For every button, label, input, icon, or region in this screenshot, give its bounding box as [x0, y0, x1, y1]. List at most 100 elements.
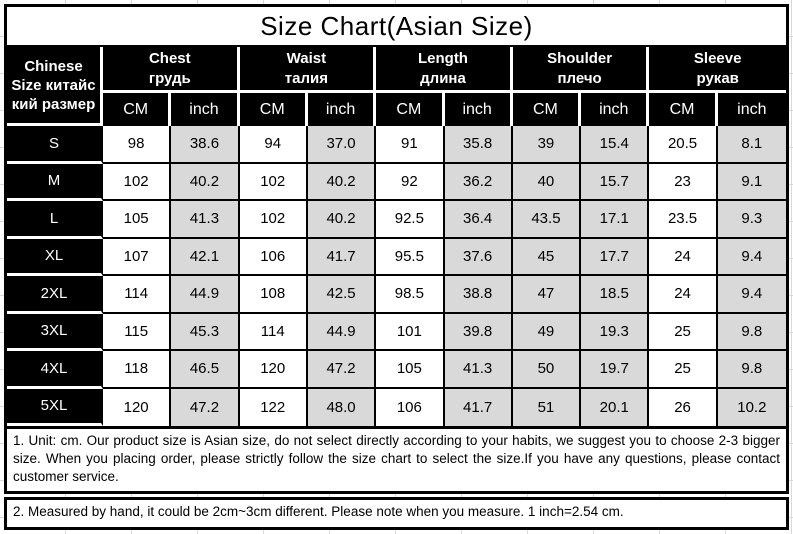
value-cell: 9.1: [717, 163, 786, 201]
unit-header-inch: inch: [581, 93, 650, 126]
value-cell: 41.7: [307, 238, 377, 276]
size-row-label: L: [7, 201, 103, 239]
group-label-ru: грудь: [148, 69, 191, 87]
value-cell: 91: [376, 126, 445, 164]
value-cell: 42.1: [171, 238, 240, 276]
value-cell: 102: [239, 201, 308, 239]
value-cell: 94: [239, 126, 308, 164]
value-cell: 39: [512, 126, 582, 164]
value-cell: 106: [239, 238, 308, 276]
group-label-ru: длина: [420, 69, 466, 87]
value-cell: 107: [103, 238, 172, 276]
value-cell: 26: [649, 388, 718, 426]
size-row-label: XL: [7, 238, 103, 276]
value-cell: 98.5: [376, 276, 445, 314]
size-row-label: 4XL: [7, 351, 103, 389]
value-cell: 23: [649, 163, 718, 201]
unit-header-cm: CM: [376, 93, 445, 126]
value-cell: 92.5: [376, 201, 445, 239]
value-cell: 20.5: [649, 126, 718, 164]
unit-header-cm: CM: [512, 93, 582, 126]
value-cell: 122: [239, 388, 308, 426]
value-cell: 42.5: [307, 276, 377, 314]
corner-header-line: кий размер: [11, 95, 96, 113]
group-header-length: Length длина: [376, 47, 513, 93]
value-cell: 114: [239, 313, 308, 351]
value-cell: 44.9: [171, 276, 240, 314]
value-cell: 36.2: [444, 163, 513, 201]
value-cell: 41.7: [444, 388, 513, 426]
size-table-grid: Chinese Size китайс кий размер Chest грудь Wa…: [7, 47, 786, 426]
value-cell: 40.2: [307, 201, 377, 239]
value-cell: 105: [376, 351, 445, 389]
group-label-en: Shoulder: [547, 49, 613, 67]
value-cell: 48.0: [307, 388, 377, 426]
value-cell: 19.7: [581, 351, 650, 389]
value-cell: 19.3: [581, 313, 650, 351]
value-cell: 40.2: [307, 163, 377, 201]
group-header-shoulder: Shoulder плечо: [512, 47, 650, 93]
value-cell: 49: [512, 313, 582, 351]
value-cell: 47.2: [171, 388, 240, 426]
size-row-label: S: [7, 126, 103, 164]
size-row-label: M: [7, 163, 103, 201]
value-cell: 39.8: [444, 313, 513, 351]
size-chart: Size Chart(Asian Size) Chinese Size китай…: [4, 4, 789, 530]
value-cell: 9.3: [717, 201, 786, 239]
value-cell: 10.2: [717, 388, 786, 426]
group-header-sleeve: Sleeve рукав: [649, 47, 786, 93]
unit-header-cm: CM: [103, 93, 172, 126]
value-cell: 37.6: [444, 238, 513, 276]
unit-header-inch: inch: [307, 93, 377, 126]
unit-header-cm: CM: [239, 93, 308, 126]
group-label-en: Length: [417, 49, 468, 67]
value-cell: 40: [512, 163, 582, 201]
value-cell: 115: [103, 313, 172, 351]
value-cell: 9.8: [717, 313, 786, 351]
note-unit-asian-size: 1. Unit: cm. Our product size is Asian s…: [4, 429, 789, 494]
value-cell: 9.4: [717, 238, 786, 276]
value-cell: 51: [512, 388, 582, 426]
value-cell: 47: [512, 276, 582, 314]
value-cell: 47.2: [307, 351, 377, 389]
value-cell: 120: [103, 388, 172, 426]
value-cell: 41.3: [171, 201, 240, 239]
value-cell: 15.4: [581, 126, 650, 164]
value-cell: 92: [376, 163, 445, 201]
value-cell: 24: [649, 238, 718, 276]
value-cell: 120: [239, 351, 308, 389]
value-cell: 25: [649, 313, 718, 351]
value-cell: 15.7: [581, 163, 650, 201]
group-label-en: Sleeve: [693, 49, 742, 67]
value-cell: 44.9: [307, 313, 377, 351]
size-row-label: 2XL: [7, 276, 103, 314]
unit-header-inch: inch: [171, 93, 240, 126]
size-chart-table: Size Chart(Asian Size) Chinese Size китай…: [4, 4, 789, 429]
note-measured-by-hand: 2. Measured by hand, it could be 2cm~3cm…: [4, 496, 789, 530]
value-cell: 43.5: [512, 201, 582, 239]
value-cell: 118: [103, 351, 172, 389]
value-cell: 18.5: [581, 276, 650, 314]
value-cell: 102: [103, 163, 172, 201]
group-label-ru: плечо: [557, 69, 602, 87]
corner-header-line: Size китайс: [11, 76, 96, 94]
value-cell: 17.1: [581, 201, 650, 239]
value-cell: 98: [103, 126, 172, 164]
unit-header-cm: CM: [649, 93, 718, 126]
unit-header-inch: inch: [717, 93, 786, 126]
corner-header-line: Chinese: [24, 57, 83, 75]
value-cell: 41.3: [444, 351, 513, 389]
value-cell: 23.5: [649, 201, 718, 239]
value-cell: 45: [512, 238, 582, 276]
size-row-label: 3XL: [7, 313, 103, 351]
group-label-ru: талия: [284, 69, 328, 87]
value-cell: 106: [376, 388, 445, 426]
value-cell: 38.8: [444, 276, 513, 314]
group-label-en: Waist: [286, 49, 327, 67]
group-label-en: Chest: [148, 49, 191, 67]
value-cell: 38.6: [171, 126, 240, 164]
value-cell: 101: [376, 313, 445, 351]
value-cell: 45.3: [171, 313, 240, 351]
value-cell: 20.1: [581, 388, 650, 426]
